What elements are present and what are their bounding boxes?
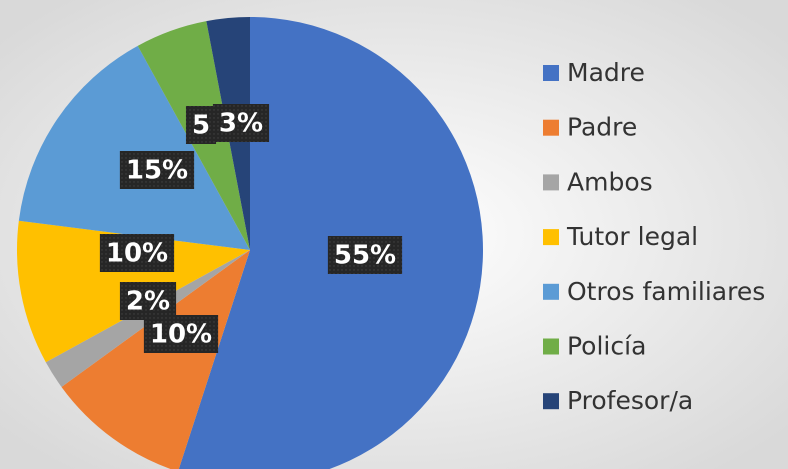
data-label: 10% [106,239,168,269]
legend-swatch [543,229,559,246]
legend-label: Ambos [567,167,653,196]
data-label: 10% [150,320,212,350]
legend-label: Tutor legal [566,222,698,251]
pie-slice [61,250,250,469]
data-labels: 55%10%2%10%15%5 3% [99,104,403,353]
data-label-box [119,151,195,189]
data-label: 3% [219,109,263,139]
legend-swatch [543,393,559,410]
data-label-box [212,104,270,142]
data-label: 5 [192,111,210,141]
data-label-box [327,236,403,274]
legend-swatch [543,283,559,300]
data-label: 55% [334,241,396,271]
data-label-box [99,234,175,272]
legend-label: Padre [567,113,637,142]
data-label-box [185,106,217,144]
legend: Madre Padre Ambos Tutor legal Otros familiar… [543,58,765,415]
legend-swatch [543,338,559,355]
legend-label: Profesor/a [567,386,693,415]
legend-label: Madre [567,58,645,87]
legend-swatch [543,119,559,136]
data-label: 2% [126,287,170,317]
legend-swatch [543,174,559,191]
data-label: 15% [126,156,188,186]
legend-label: Policía [567,332,646,361]
pie-slice [18,45,250,251]
data-label-box [119,282,177,320]
data-label-box [143,315,219,353]
pie [17,17,483,469]
legend-label: Otros familiares [567,277,765,306]
legend-swatch [543,65,559,81]
